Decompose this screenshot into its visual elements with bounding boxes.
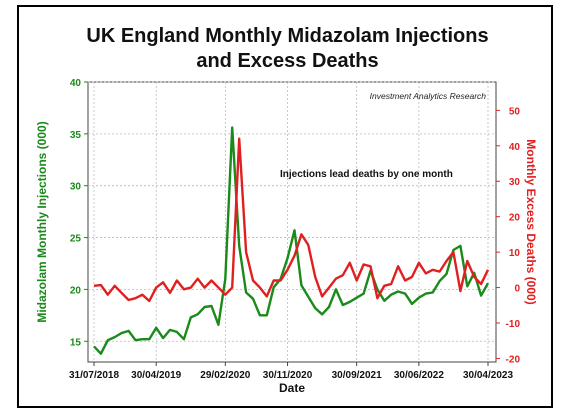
left-tick-label: 40 xyxy=(70,78,82,89)
chart-annotation: Injections lead deaths by one month xyxy=(280,169,453,180)
x-tick-label: 30/06/2022 xyxy=(394,370,444,381)
right-tick-label: -20 xyxy=(506,354,521,365)
right-tick-label: -10 xyxy=(506,319,521,330)
right-tick-label: 30 xyxy=(509,177,521,188)
source-note: Investment Analytics Research xyxy=(370,91,487,101)
x-axis-ticks: 31/07/2018 30/04/2019 29/02/2020 30/11/2020… xyxy=(69,362,513,381)
x-tick-label: 29/02/2020 xyxy=(200,370,250,381)
series-layer xyxy=(93,126,490,355)
left-axis-title: Midazolam Monthly Injections (000) xyxy=(35,121,49,322)
x-tick-label: 30/09/2021 xyxy=(332,370,382,381)
chart-title-line-1: UK England Monthly Midazolam Injections xyxy=(86,25,489,47)
left-tick-label: 15 xyxy=(70,337,82,348)
right-tick-label: 0 xyxy=(514,284,520,295)
left-tick-label: 25 xyxy=(70,234,82,245)
left-tick-label: 30 xyxy=(70,182,82,193)
chart-title-line-2: and Excess Deaths xyxy=(196,50,379,72)
x-tick-label: 30/04/2023 xyxy=(463,370,513,381)
right-tick-label: 20 xyxy=(509,213,521,224)
series-line-injections xyxy=(93,126,490,355)
right-tick-label: 50 xyxy=(509,106,521,117)
plot-area xyxy=(87,81,497,363)
left-axis-ticks: 15 20 25 30 35 40 xyxy=(70,78,88,348)
x-axis-title: Date xyxy=(279,381,305,395)
x-tick-label: 30/04/2019 xyxy=(131,370,181,381)
right-axis-title: Monthly Excess Deaths (000) xyxy=(524,139,538,304)
left-tick-label: 35 xyxy=(70,130,82,141)
right-tick-label: 40 xyxy=(509,142,521,153)
x-tick-label: 30/11/2020 xyxy=(263,370,313,381)
right-tick-label: 10 xyxy=(509,248,521,259)
right-axis-ticks: -20 -10 0 10 20 30 40 50 xyxy=(496,106,520,365)
x-tick-label: 31/07/2018 xyxy=(69,370,119,381)
series-line-excess-deaths xyxy=(93,137,490,303)
left-tick-label: 20 xyxy=(70,285,82,296)
